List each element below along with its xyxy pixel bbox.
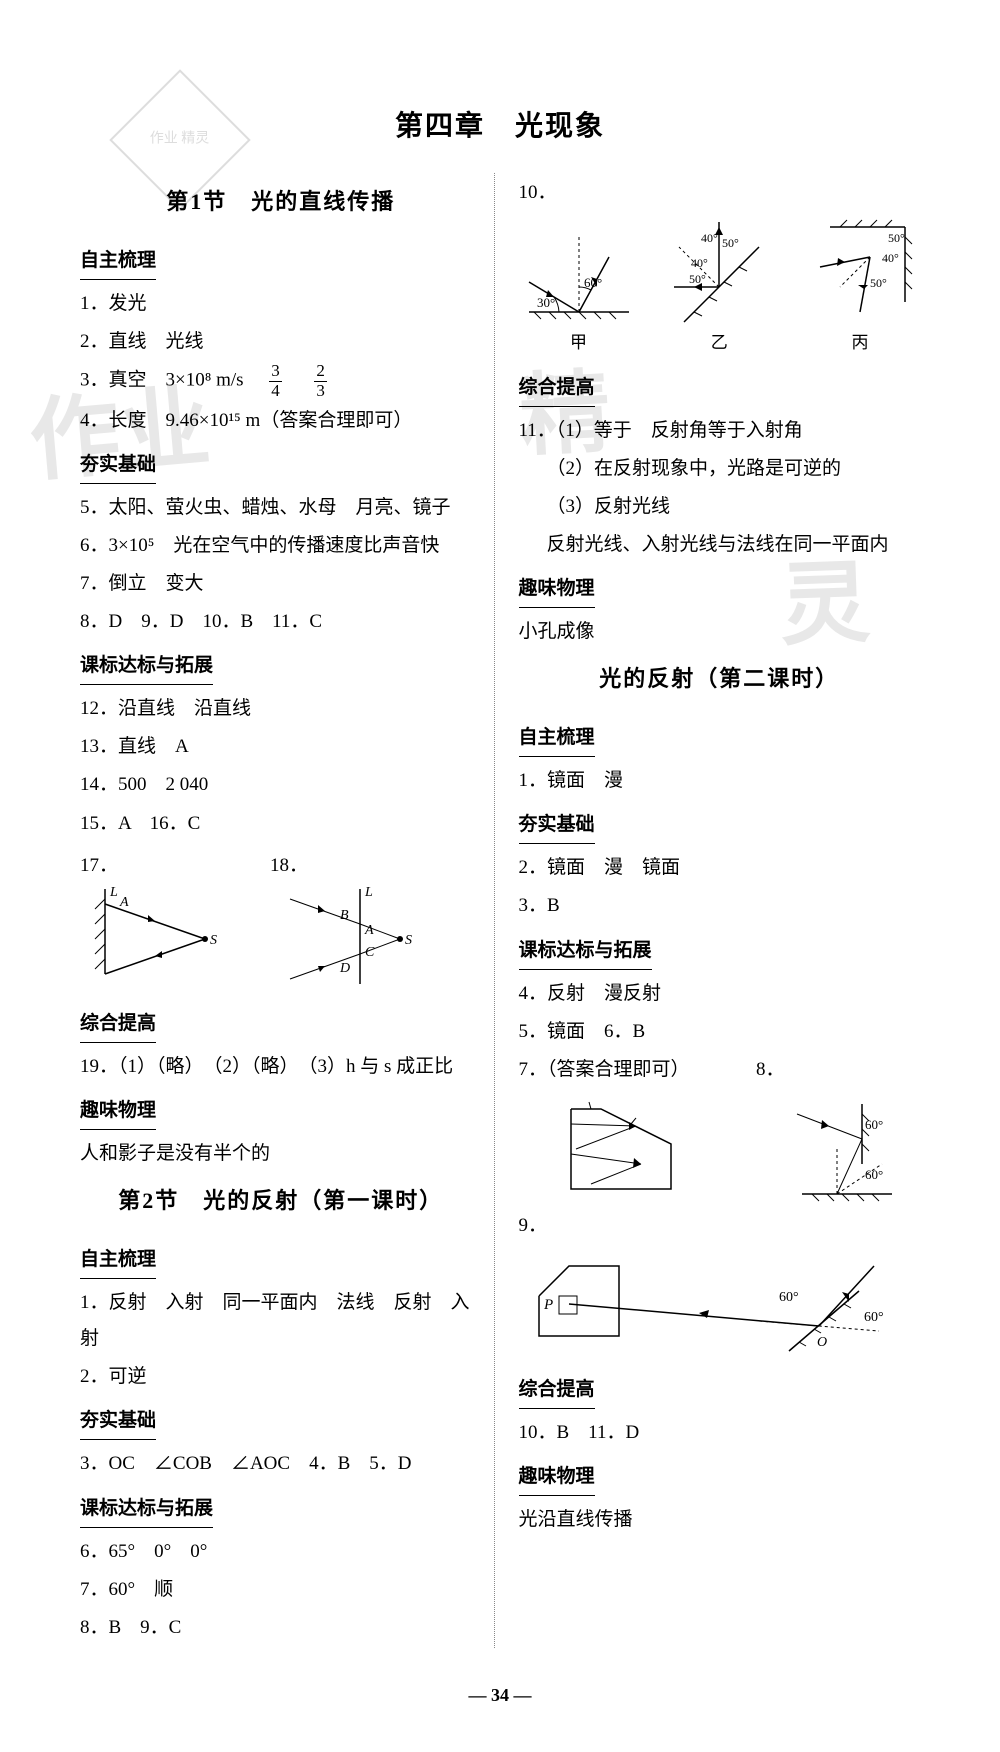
section-title: 第2节 光的反射（第一课时） xyxy=(80,1180,482,1222)
svg-text:60°: 60° xyxy=(864,1310,884,1325)
section-title: 光的反射（第二课时） xyxy=(519,658,921,700)
svg-text:S: S xyxy=(405,933,412,948)
subheading-zhtg: 综合提高 xyxy=(519,1372,595,1409)
svg-text:60°: 60° xyxy=(584,275,602,290)
answer: 人和影子是没有半个的 xyxy=(80,1136,482,1172)
svg-text:40°: 40° xyxy=(701,231,718,245)
subheading-zzsl: 自主梳理 xyxy=(519,720,595,757)
subheading-kbdb: 课标达标与拓展 xyxy=(80,648,213,685)
answer: 反射光线、入射光线与法线在同一平面内 xyxy=(519,527,921,563)
answer: 5．镜面 6．B xyxy=(519,1014,921,1050)
svg-text:L: L xyxy=(364,885,373,900)
subheading-hsjc: 夯实基础 xyxy=(519,807,595,844)
subheading-kbdb: 课标达标与拓展 xyxy=(80,1491,213,1528)
subheading-qwwl: 趣味物理 xyxy=(80,1093,156,1130)
subheading-zhtg: 综合提高 xyxy=(519,370,595,407)
diagram-17: 17． L A S xyxy=(80,848,230,994)
svg-text:A: A xyxy=(364,923,374,938)
answer: 小孔成像 xyxy=(519,614,921,650)
svg-text:P: P xyxy=(543,1297,553,1313)
answer: 14．500 2 040 xyxy=(80,767,482,803)
subheading-zhtg: 综合提高 xyxy=(80,1006,156,1043)
answer: 15．A 16．C xyxy=(80,806,482,842)
answer: 6．65° 0° 0° xyxy=(80,1534,482,1570)
diagram-9: P 60° 60° O xyxy=(519,1246,921,1366)
answer: 9． xyxy=(519,1208,921,1244)
svg-text:40°: 40° xyxy=(882,251,899,265)
svg-text:60°: 60° xyxy=(865,1117,883,1132)
answer: 8．B 9．C xyxy=(80,1610,482,1646)
answer: 1．发光 xyxy=(80,286,482,322)
svg-text:S: S xyxy=(210,933,217,948)
subheading-zzsl: 自主梳理 xyxy=(80,243,156,280)
svg-text:B: B xyxy=(340,908,349,923)
answer: （3）反射光线 xyxy=(519,489,921,525)
answer: 10． xyxy=(519,175,921,211)
answer: 光沿直线传播 xyxy=(519,1502,921,1538)
diagram-18: 18． L B A C D xyxy=(270,848,420,994)
answer: 1．反射 入射 同一平面内 法线 反射 入射 xyxy=(80,1285,482,1357)
answer: 1．镜面 漫 xyxy=(519,763,921,799)
answer: 6．3×10⁵ 光在空气中的传播速度比声音快 xyxy=(80,528,482,564)
subheading-zzsl: 自主梳理 xyxy=(80,1242,156,1279)
answer: 13．直线 A xyxy=(80,729,482,765)
svg-text:60°: 60° xyxy=(865,1167,883,1182)
left-column: 第1节 光的直线传播 自主梳理 1．发光 2．直线 光线 3．真空 3×10⁸ … xyxy=(80,173,495,1648)
svg-text:L: L xyxy=(109,885,118,900)
subheading-qwwl: 趣味物理 xyxy=(519,1459,595,1496)
answer: 7．60° 顺 xyxy=(80,1572,482,1608)
subheading-hsjc: 夯实基础 xyxy=(80,1403,156,1440)
svg-text:60°: 60° xyxy=(779,1290,799,1305)
answer: 3．OC ∠COB ∠AOC 4．B 5．D xyxy=(80,1446,482,1482)
answer: 7．倒立 变大 xyxy=(80,566,482,602)
svg-text:50°: 50° xyxy=(722,236,739,250)
svg-text:50°: 50° xyxy=(689,272,706,286)
answer: 4．长度 9.46×10¹⁵ m（答案合理即可） xyxy=(80,403,482,439)
answer: 3．B xyxy=(519,888,921,924)
right-column: 10． xyxy=(513,173,921,1648)
svg-text:O: O xyxy=(817,1335,827,1350)
section-title: 第1节 光的直线传播 xyxy=(80,181,482,223)
subheading-qwwl: 趣味物理 xyxy=(519,571,595,608)
svg-text:D: D xyxy=(339,961,350,976)
diagram-10: 30° 60° 甲 xyxy=(519,217,921,359)
svg-text:50°: 50° xyxy=(870,276,887,290)
svg-text:C: C xyxy=(365,945,375,960)
svg-text:A: A xyxy=(119,895,129,910)
answer: 12．沿直线 沿直线 xyxy=(80,691,482,727)
svg-text:40°: 40° xyxy=(691,256,708,270)
chapter-title: 第四章 光现象 xyxy=(80,100,920,153)
answer: 7．（答案合理即可） 8． xyxy=(519,1052,921,1088)
answer: 2．镜面 漫 镜面 xyxy=(519,850,921,886)
answer: 11．（1）等于 反射角等于入射角 xyxy=(519,413,921,449)
page-number: — 34 — xyxy=(80,1678,920,1712)
answer: 5．太阳、萤火虫、蜡烛、水母 月亮、镜子 xyxy=(80,490,482,526)
answer: 4．反射 漫反射 xyxy=(519,976,921,1012)
answer: 19．（1）（略） （2）（略） （3）h 与 s 成正比 xyxy=(80,1049,482,1085)
answer: 3．真空 3×10⁸ m/s 34 23 xyxy=(80,362,482,400)
svg-text:30°: 30° xyxy=(537,295,555,310)
subheading-hsjc: 夯实基础 xyxy=(80,447,156,484)
answer: 10．B 11．D xyxy=(519,1415,921,1451)
svg-text:50°: 50° xyxy=(888,231,905,245)
answer: 8．D 9．D 10．B 11．C xyxy=(80,604,482,640)
diagram-7-8: 60° 60° xyxy=(519,1094,921,1204)
subheading-kbdb: 课标达标与拓展 xyxy=(519,933,652,970)
answer: 2．可逆 xyxy=(80,1359,482,1395)
answer: （2）在反射现象中，光路是可逆的 xyxy=(519,451,921,487)
answer: 2．直线 光线 xyxy=(80,324,482,360)
